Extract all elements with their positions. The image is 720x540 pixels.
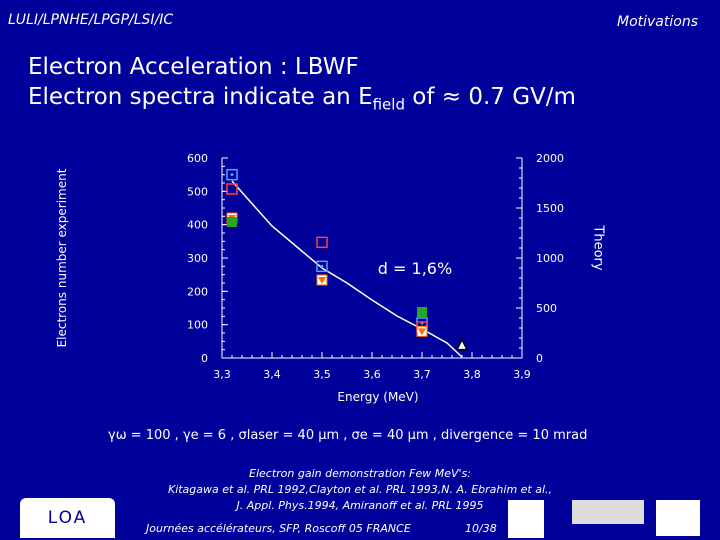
data-point-dot-square-center [320,264,324,268]
footer-text: Journées accélérateurs, SFP, Roscoff 05 … [146,522,411,535]
y-tick-label-left: 400 [187,219,208,232]
data-point-dot-square [316,260,328,273]
theory-curve [231,180,463,358]
data-point-hollow-square [226,183,238,195]
x-tick-label: 3,9 [513,368,531,381]
slide-title: Electron Acceleration : LBWF Electron sp… [28,52,576,120]
x-tick-label: 3,7 [413,368,431,381]
y-tick-label-right: 0 [536,352,543,365]
y-tick-label-left: 300 [187,252,208,265]
y-tick-label-right: 2000 [536,152,564,165]
x-axis-label: Energy (MeV) [337,390,419,404]
polytechnique-logo [572,500,644,524]
y-tick-label-left: 0 [201,352,208,365]
loa-logo: LOA [20,498,115,538]
y-tick-label-left: 100 [187,319,208,332]
data-point-triangle [455,337,469,351]
data-point-dot-square-center [230,173,234,177]
y-tick-label-left: 600 [187,152,208,165]
org-header: LULI/LPNHE/LPGP/LSI/IC [8,12,174,28]
x-tick-label: 3,3 [213,368,231,381]
y-tick-label-right: 1000 [536,252,564,265]
chart-annotation: d = 1,6% [378,259,452,278]
data-point-triangle-square-inner [318,277,326,284]
x-tick-label: 3,4 [263,368,281,381]
page-number: 10/38 [465,522,497,535]
y-tick-label-right: 1500 [536,202,564,215]
ref-line1: Electron gain demonstration Few MeV's: [249,467,471,480]
title-line2: Electron spectra indicate an Efield of ≈… [28,84,576,114]
y-tick-label-left: 200 [187,285,208,298]
references: Electron gain demonstration Few MeV's: K… [168,466,552,514]
cnrs-logo [656,500,700,536]
data-point-triangle-square-inner [418,328,426,336]
data-point-dot-square [226,168,238,181]
parameters-line: γω = 100 , γe = 6 , σlaser = 40 μm , σe … [108,428,588,443]
x-tick-label: 3,8 [463,368,481,381]
y-tick-label-right: 500 [536,302,557,315]
ref-line3: J. Appl. Phys.1994, Amiranoff et al. PRL… [236,499,484,512]
x-tick-label: 3,5 [313,368,331,381]
section-header: Motivations [617,14,698,30]
ref-line2: Kitagawa et al. PRL 1992,Clayton et al. … [167,483,553,496]
institute-logo [508,500,544,538]
y-tick-label-left: 500 [187,185,208,198]
title-line1: Electron Acceleration : LBWF [28,54,359,80]
data-point-hollow-square [316,236,328,249]
x-tick-label: 3,6 [363,368,381,381]
data-point-filled-square [417,307,427,317]
data-point-filled-square [227,217,237,227]
